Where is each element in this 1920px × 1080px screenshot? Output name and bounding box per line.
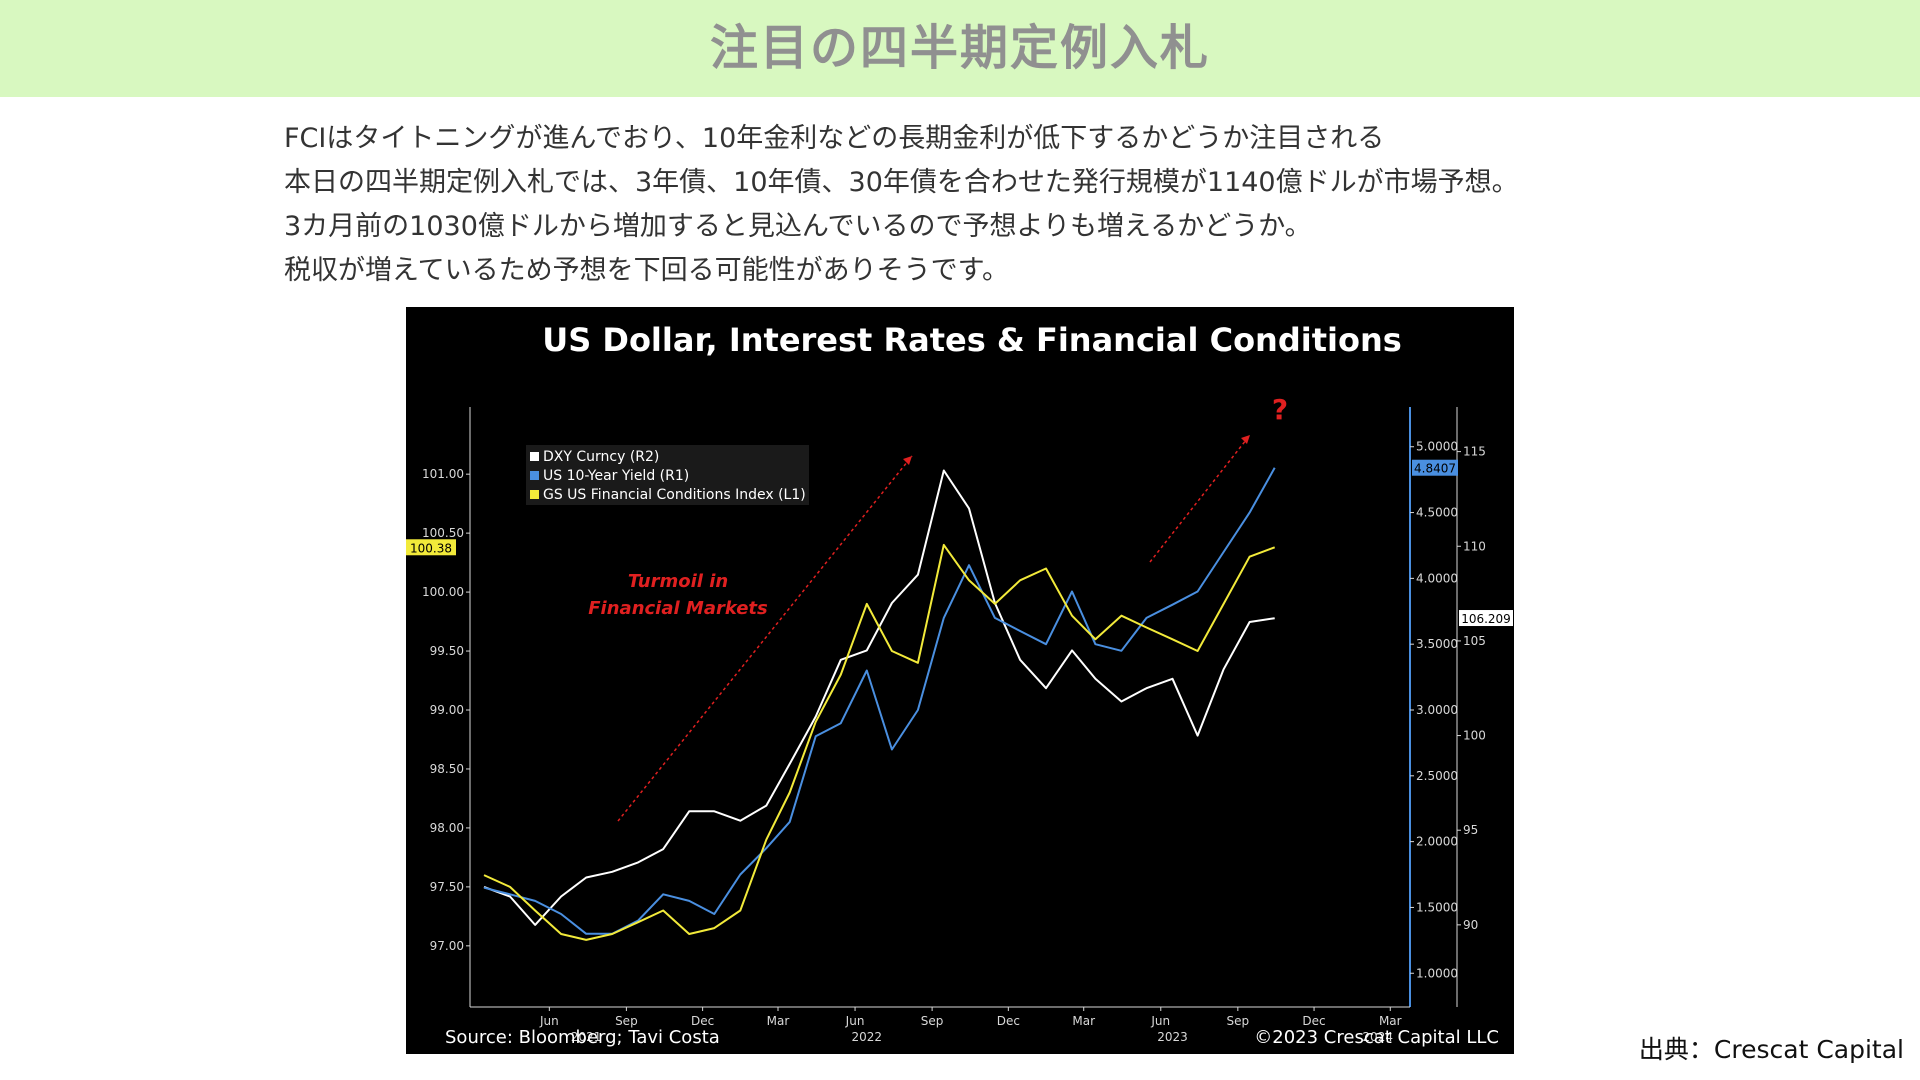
- legend-swatch-dxy: [530, 452, 539, 461]
- annotation-arrow-left: [617, 455, 913, 822]
- chart-image: US Dollar, Interest Rates & Financial Co…: [406, 307, 1514, 1054]
- tick-label-r2: 110: [1463, 539, 1486, 553]
- tick-label-r1: 4.0000: [1416, 571, 1458, 585]
- chart-svg: US Dollar, Interest Rates & Financial Co…: [406, 307, 1514, 1054]
- tick-label-x: Dec: [691, 1014, 714, 1028]
- last-value-badge-dxy: [1459, 610, 1513, 627]
- tick-label-r2: 115: [1463, 445, 1486, 459]
- tick-label-r1: 3.5000: [1416, 637, 1458, 651]
- year-label-x: 2021: [571, 1030, 602, 1044]
- tick-label-r2: 100: [1463, 729, 1486, 743]
- year-label-x: 2024: [1362, 1030, 1393, 1044]
- body-line: 本日の四半期定例入札では、3年債、10年債、30年債を合わせた発行規模が1140…: [284, 167, 1519, 198]
- chart-source: Source: Bloomberg; Tavi Costa: [445, 1027, 720, 1048]
- tick-label-x: Dec: [997, 1014, 1020, 1028]
- last-value-badge-us10y: [1412, 459, 1458, 476]
- body-line: FCIはタイトニングが進んでおり、10年金利などの長期金利が低下するかどうか注目…: [284, 123, 1385, 154]
- tick-label-x: Jun: [539, 1014, 559, 1028]
- tick-label-x: Dec: [1302, 1014, 1325, 1028]
- chart-legend: DXY Curncy (R2) US 10-Year Yield (R1) GS…: [526, 445, 809, 505]
- chart-background: [406, 307, 1514, 1054]
- tick-label-x: Sep: [615, 1014, 638, 1028]
- tick-label-x: Jun: [1150, 1014, 1170, 1028]
- page-title: 注目の四半期定例入札: [709, 20, 1210, 76]
- body-line: 税収が増えているため予想を下回る可能性がありそうです。: [284, 255, 1009, 286]
- chart-title: US Dollar, Interest Rates & Financial Co…: [542, 321, 1402, 359]
- tick-label-l1: 98.00: [430, 821, 464, 835]
- annotations: Turmoil in Financial Markets ?: [588, 393, 1288, 822]
- legend-label-us10y: US 10-Year Yield (R1): [543, 468, 689, 484]
- annotation-turmoil-line2: Financial Markets: [588, 598, 768, 619]
- tick-label-l1: 97.50: [430, 880, 464, 894]
- legend-swatch-us10y: [530, 471, 539, 480]
- tick-label-r1: 2.0000: [1416, 835, 1458, 849]
- tick-label-x: Sep: [921, 1014, 944, 1028]
- body-text: FCIはタイトニングが進んでおり、10年金利などの長期金利が低下するかどうか注目…: [284, 117, 1664, 293]
- tick-label-x: Mar: [1072, 1014, 1095, 1028]
- tick-label-r2: 95: [1463, 823, 1478, 837]
- tick-label-x: Mar: [1379, 1014, 1402, 1028]
- tick-label-l1: 98.50: [430, 762, 464, 776]
- annotation-arrowhead-right: [1241, 435, 1250, 444]
- chart-copyright: ©2023 Crescat Capital LLC: [1254, 1027, 1499, 1048]
- tick-label-r1: 1.5000: [1416, 900, 1458, 914]
- tick-label-r2: 105: [1463, 634, 1486, 648]
- tick-label-x: Jun: [845, 1014, 865, 1028]
- tick-label-l1: 101.00: [422, 467, 464, 481]
- source-credit: 出典：Crescat Capital: [1638, 1035, 1904, 1064]
- year-label-x: 2022: [852, 1030, 883, 1044]
- last-value-label-fci: 100.38: [410, 541, 452, 555]
- tick-label-l1: 100.00: [422, 585, 464, 599]
- tick-label-l1: 97.00: [430, 939, 464, 953]
- tick-label-l1: 100.50: [422, 526, 464, 540]
- tick-label-r1: 1.0000: [1416, 966, 1458, 980]
- annotation-question-mark: ?: [1272, 393, 1288, 426]
- annotation-arrow-right: [1149, 434, 1251, 563]
- tick-label-r1: 4.5000: [1416, 506, 1458, 520]
- year-label-x: 2023: [1157, 1030, 1188, 1044]
- tick-label-r1: 5.0000: [1416, 440, 1458, 454]
- annotation-turmoil-line1: Turmoil in: [628, 571, 728, 592]
- plot-area: 97.00 97.50 98.00 98.50 99.00 99.50 100.00 100.…: [406, 407, 1513, 1044]
- tick-label-l1: 99.50: [430, 644, 464, 658]
- annotation-arrowhead-left: [903, 456, 912, 465]
- tick-label-r2: 90: [1463, 918, 1478, 932]
- header-bar: 注目の四半期定例入札: [0, 0, 1920, 97]
- last-value-label-dxy: 106.209: [1461, 612, 1511, 626]
- tick-label-x: Mar: [767, 1014, 790, 1028]
- tick-label-l1: 99.00: [430, 703, 464, 717]
- tick-label-r1: 3.0000: [1416, 703, 1458, 717]
- legend-swatch-fci: [530, 490, 539, 499]
- body-line: 3カ月前の1030億ドルから増加すると見込んでいるので予想よりも増えるかどうか。: [284, 211, 1312, 242]
- tick-label-r1: 2.5000: [1416, 769, 1458, 783]
- last-value-badge-fci: [406, 539, 456, 556]
- legend-box: [526, 445, 809, 505]
- last-value-label-us10y: 4.8407: [1414, 462, 1456, 476]
- tick-label-x: Sep: [1227, 1014, 1250, 1028]
- legend-label-fci: GS US Financial Conditions Index (L1): [543, 487, 806, 503]
- series-line-fci: [483, 543, 1276, 941]
- legend-label-dxy: DXY Curncy (R2): [543, 449, 659, 465]
